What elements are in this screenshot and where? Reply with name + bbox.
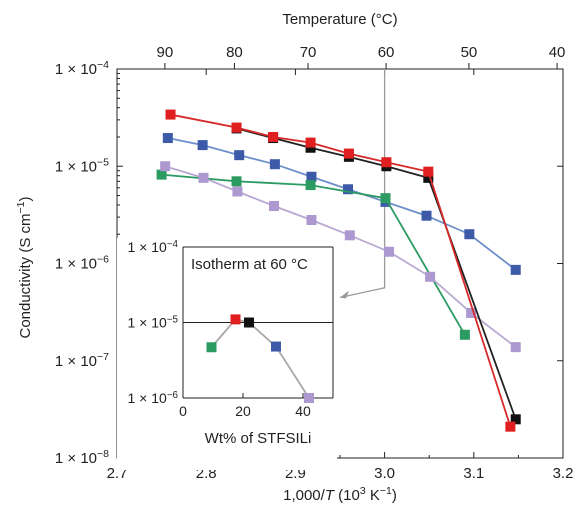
series-3-point (423, 172, 434, 183)
series-1-point (380, 193, 391, 204)
series-0-point (162, 133, 173, 144)
inset-y-tick-label: 1 × 10−4 (128, 239, 179, 256)
top-axis-title: Temperature (°C) (282, 11, 397, 28)
series-2-point (425, 271, 436, 282)
x-axis-title: 1,000/T (103 K−1) (283, 485, 397, 504)
series-1-point (305, 180, 316, 191)
top-tick-label: 50 (461, 44, 478, 61)
series-2-point (510, 342, 521, 353)
x-tick-label: 3.1 (463, 465, 484, 482)
inset-x-axis-title: Wt% of STFSILi (205, 430, 312, 447)
series-1-point (231, 176, 242, 187)
series-0-point (197, 140, 208, 151)
series-2-point (344, 230, 355, 241)
series-2-point (268, 201, 279, 212)
series-4-point (305, 137, 316, 148)
y-tick-label: 1 × 10−4 (55, 59, 109, 78)
series-0-point (269, 159, 280, 170)
series-4-point (381, 157, 392, 168)
inset-chart: 1 × 10−4 1 × 10−5 1 × 10−60 20 40 Isotherm at… (117, 238, 337, 470)
series-2-line (164, 165, 517, 348)
series-4-point (343, 148, 354, 159)
inset-point (271, 341, 281, 352)
inset-x-tick-label: 0 (179, 403, 187, 419)
inset-x-tick-label: 40 (295, 403, 311, 419)
callout-arrowhead (340, 290, 349, 299)
inset-title: Isotherm at 60 °C (191, 256, 308, 273)
x-tick-label: 3.0 (374, 465, 395, 482)
inset-y-tick-label: 1 × 10−5 (128, 314, 179, 331)
y-axis-title: Conductivity (S cm−1) (15, 196, 34, 338)
series-0-point (464, 229, 475, 240)
inset-point (230, 314, 241, 325)
inset-y-tick-label: 1 × 10−6 (128, 390, 179, 407)
top-tick-label: 70 (300, 44, 317, 61)
series-1-point (156, 169, 167, 180)
inset-x-tick-label: 20 (235, 403, 251, 419)
series-4-point (505, 421, 516, 432)
top-tick-label: 60 (378, 44, 395, 61)
inset-point (206, 342, 217, 353)
series-0-line (167, 137, 517, 271)
series-2-point (306, 215, 317, 226)
callout-line (339, 69, 386, 299)
y-tick-label: 1 × 10−5 (55, 156, 109, 175)
series-2-point (198, 172, 209, 183)
series-3-point (305, 142, 316, 153)
y-tick-label: 1 × 10−7 (55, 351, 109, 370)
series-0-point (510, 264, 521, 275)
series-2-point (466, 307, 477, 318)
series-3-point (510, 414, 521, 425)
y-tick-label: 1 × 10−6 (55, 254, 109, 273)
series-2-point (160, 161, 171, 172)
inset-background (117, 238, 337, 470)
series-group (156, 109, 521, 432)
series-2-point (384, 246, 395, 257)
top-tick-label: 90 (157, 44, 174, 61)
series-0-point (306, 171, 317, 182)
series-4-line (170, 113, 512, 427)
inset-point (304, 393, 314, 403)
series-2-point (232, 186, 243, 197)
series-4-point (268, 131, 279, 142)
top-tick-label: 80 (226, 44, 243, 61)
series-0-point (234, 150, 245, 161)
series-0-point (343, 184, 354, 195)
inset-point (244, 317, 254, 328)
series-4-point (165, 109, 176, 120)
y-tick-label: 1 × 10−8 (55, 448, 109, 467)
x-tick-label: 3.2 (553, 465, 574, 482)
series-1-point (459, 329, 470, 340)
series-4-point (423, 166, 434, 177)
top-tick-label: 40 (549, 44, 566, 61)
series-4-point (231, 122, 242, 133)
series-0-point (421, 210, 432, 221)
